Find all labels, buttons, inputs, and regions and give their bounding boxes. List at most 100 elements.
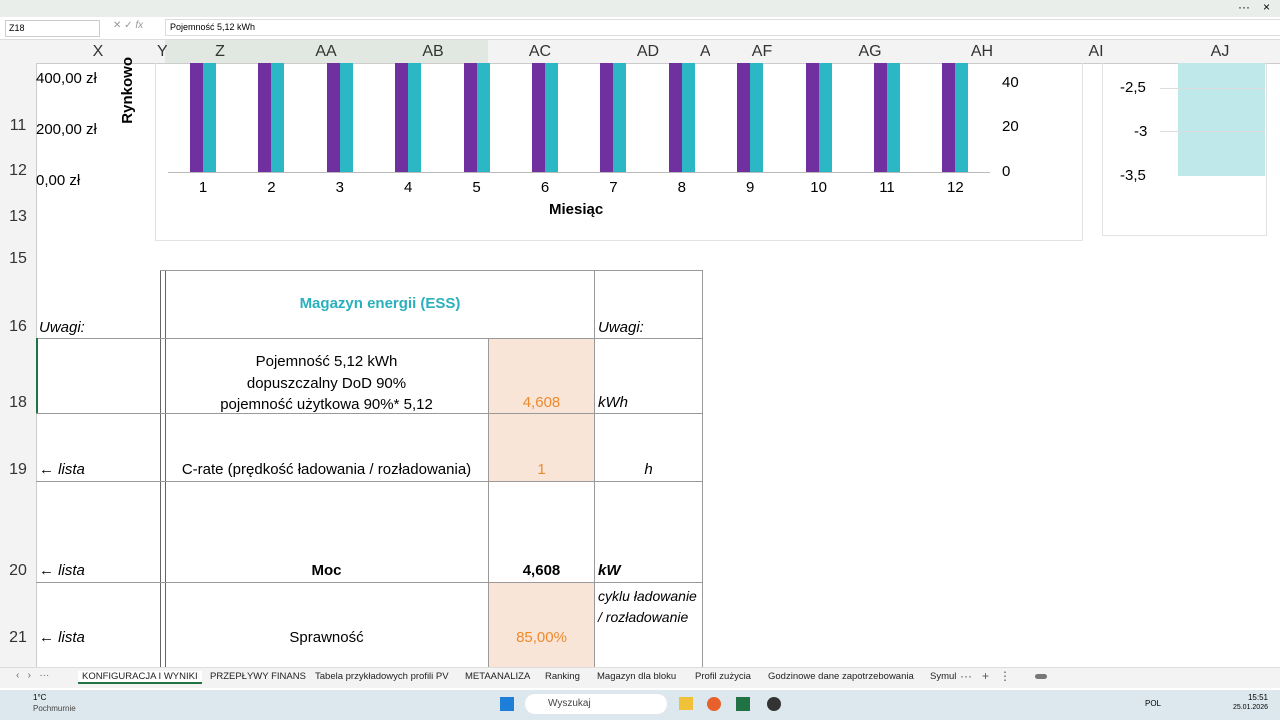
chart-bar-clipped xyxy=(532,63,545,172)
sheet-tab[interactable]: Ranking xyxy=(545,671,580,682)
chart-bar-clipped xyxy=(600,63,614,172)
chart-bar-clipped xyxy=(258,63,272,172)
column-header[interactable]: A xyxy=(700,43,710,60)
sheet-tab[interactable]: PRZEPŁYWY FINANS xyxy=(210,671,306,682)
language[interactable]: POL xyxy=(1145,699,1162,708)
app-icon[interactable] xyxy=(707,697,721,711)
column-header[interactable]: AG xyxy=(858,43,882,60)
column-header[interactable]: AA xyxy=(315,43,337,60)
column-header[interactable]: AF xyxy=(751,43,773,60)
cell-unit: h xyxy=(644,461,653,478)
input-cell[interactable] xyxy=(488,338,595,481)
chart-bar-clipped xyxy=(463,63,477,172)
cell-border xyxy=(165,270,166,667)
start-button[interactable] xyxy=(500,697,514,711)
tab-nav[interactable]: ‹ › ··· xyxy=(16,670,50,681)
formula-input[interactable]: Pojemność 5,12 kWh xyxy=(165,19,1280,36)
cell-value[interactable]: 1 xyxy=(537,461,546,478)
row-header[interactable]: 13 xyxy=(9,208,27,225)
clock-date[interactable]: 25.01.2026 xyxy=(1232,704,1268,711)
row-header[interactable]: 19 xyxy=(9,461,27,478)
side-chart-area xyxy=(1178,63,1265,176)
selection-edge xyxy=(36,338,38,413)
axis-tick-label: 20 xyxy=(1002,118,1019,135)
chart-bar-clipped xyxy=(955,63,969,172)
label-line: dopuszczalny DoD 90% xyxy=(246,374,407,392)
x-tick-label: 7 xyxy=(609,179,618,196)
chart-bar-clipped xyxy=(203,63,216,172)
clock-time[interactable]: 15:51 xyxy=(1247,693,1268,702)
search-box[interactable] xyxy=(525,694,667,714)
app-icon[interactable] xyxy=(736,697,750,711)
axis-tick-label: -3,5 xyxy=(1120,167,1146,184)
chart-area xyxy=(155,63,1083,241)
chart-bar-clipped xyxy=(874,63,887,172)
search-text[interactable]: Wyszukaj xyxy=(548,698,591,709)
row-header[interactable]: 21 xyxy=(9,629,27,646)
sheet-tab[interactable]: Godzinowe dane zapotrzebowania xyxy=(768,671,914,682)
x-tick-label: 9 xyxy=(746,179,755,196)
notes-header: Uwagi: xyxy=(39,319,85,336)
cell-value[interactable]: 85,00% xyxy=(516,629,567,646)
add-sheet[interactable]: ··· + ⋮ xyxy=(960,669,1011,683)
x-tick-label: 4 xyxy=(404,179,413,196)
cell-unit: kW xyxy=(598,562,621,579)
title-bar xyxy=(0,0,1280,17)
column-header[interactable]: AB xyxy=(422,43,444,60)
x-tick-label: 2 xyxy=(267,179,276,196)
sheet-tab[interactable]: Tabela przykładowych profili PV xyxy=(315,671,449,682)
name-box[interactable]: Z18 xyxy=(5,20,100,37)
row-header[interactable]: 12 xyxy=(9,162,27,179)
column-header[interactable]: AH xyxy=(970,43,994,60)
sheet-tab[interactable]: Profil zużycia xyxy=(695,671,751,682)
sheet-tab[interactable]: KONFIGURACJA I WYNIKI xyxy=(78,671,202,684)
cell-unit: cyklu ładowanie / rozładowanie xyxy=(598,588,697,625)
scrollbar-thumb[interactable] xyxy=(1035,674,1047,679)
column-header[interactable]: Y xyxy=(157,43,167,60)
chart-bar-clipped xyxy=(339,63,353,172)
cell-unit: kWh xyxy=(598,394,628,411)
sheet-tab[interactable]: Symul xyxy=(930,671,957,682)
row-label: C-rate (prędkość ładowania / rozładowani… xyxy=(181,461,472,478)
app-icon[interactable] xyxy=(767,697,781,711)
chart-bar-clipped xyxy=(942,63,956,172)
app-icon[interactable] xyxy=(679,697,693,710)
row-header[interactable]: 16 xyxy=(9,318,27,335)
axis-tick-label: 0,00 zł xyxy=(36,172,81,189)
row-label: Pojemność 5,12 kWh dopuszczalny DoD 90% … xyxy=(165,351,488,416)
cell-border xyxy=(594,270,595,667)
cell-value[interactable]: 4,608 xyxy=(522,394,561,411)
cell-border xyxy=(488,338,489,667)
column-header[interactable]: Z xyxy=(215,43,225,60)
close-button[interactable]: × xyxy=(1262,0,1270,14)
chart-bar-clipped xyxy=(668,63,682,172)
axis-title: Miesiąc xyxy=(549,201,604,218)
row-header[interactable]: 15 xyxy=(9,250,27,267)
sheet-tab[interactable]: METAANALIZA xyxy=(465,671,531,682)
row-header[interactable]: 11 xyxy=(9,117,27,134)
chart-bar-clipped xyxy=(408,63,422,172)
axis-title: Rynkowo xyxy=(119,57,136,124)
weather-temp[interactable]: 1°C xyxy=(33,693,47,702)
input-cell[interactable] xyxy=(488,582,595,667)
column-header[interactable]: AC xyxy=(528,43,552,60)
chart-bar-clipped xyxy=(681,63,695,172)
x-tick-label: 10 xyxy=(810,179,827,196)
column-header[interactable]: AD xyxy=(636,43,660,60)
x-tick-label: 6 xyxy=(540,179,550,196)
column-header[interactable]: AJ xyxy=(1210,43,1230,60)
more-button[interactable]: ··· xyxy=(1238,0,1250,14)
chart-bar-clipped xyxy=(805,63,819,172)
chart-bar-clipped xyxy=(476,63,490,172)
sheet-tab-bar xyxy=(0,667,1280,688)
axis-tick-label: 40 xyxy=(1002,74,1019,91)
sheet-tab[interactable]: Magazyn dla bloku xyxy=(597,671,677,682)
column-header[interactable]: AI xyxy=(1088,43,1104,60)
cell-border xyxy=(1160,88,1265,89)
label-line: Pojemność 5,12 kWh xyxy=(255,353,398,370)
weather-text[interactable]: Pochmurnie xyxy=(33,704,76,713)
row-header[interactable]: 20 xyxy=(9,562,27,579)
row-header[interactable]: 18 xyxy=(9,394,27,411)
column-header[interactable]: X xyxy=(92,43,104,60)
